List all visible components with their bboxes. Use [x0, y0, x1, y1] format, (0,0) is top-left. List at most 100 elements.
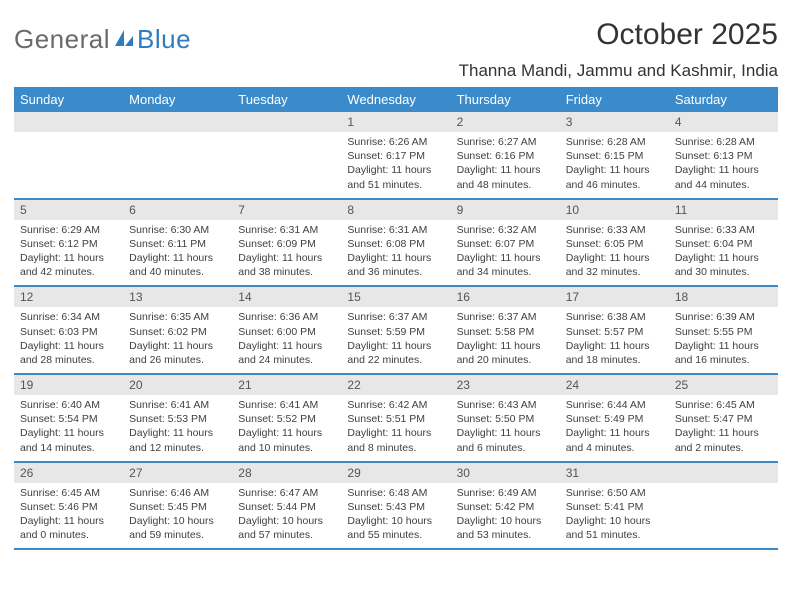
day-details: Sunrise: 6:45 AMSunset: 5:47 PMDaylight:…: [669, 395, 778, 461]
day-details: Sunrise: 6:47 AMSunset: 5:44 PMDaylight:…: [232, 483, 341, 549]
day-number: 23: [451, 375, 560, 395]
calendar-cell: 20Sunrise: 6:41 AMSunset: 5:53 PMDayligh…: [123, 374, 232, 462]
calendar-row: 19Sunrise: 6:40 AMSunset: 5:54 PMDayligh…: [14, 374, 778, 462]
day-details: Sunrise: 6:33 AMSunset: 6:05 PMDaylight:…: [560, 220, 669, 286]
day-details: Sunrise: 6:28 AMSunset: 6:13 PMDaylight:…: [669, 132, 778, 198]
calendar-cell: 4Sunrise: 6:28 AMSunset: 6:13 PMDaylight…: [669, 112, 778, 199]
calendar-cell: 28Sunrise: 6:47 AMSunset: 5:44 PMDayligh…: [232, 462, 341, 550]
day-details: Sunrise: 6:35 AMSunset: 6:02 PMDaylight:…: [123, 307, 232, 373]
day-details: Sunrise: 6:27 AMSunset: 6:16 PMDaylight:…: [451, 132, 560, 198]
day-details: Sunrise: 6:49 AMSunset: 5:42 PMDaylight:…: [451, 483, 560, 549]
dayheader-wednesday: Wednesday: [341, 87, 450, 112]
day-details: Sunrise: 6:41 AMSunset: 5:53 PMDaylight:…: [123, 395, 232, 461]
day-details: Sunrise: 6:41 AMSunset: 5:52 PMDaylight:…: [232, 395, 341, 461]
day-number: 9: [451, 200, 560, 220]
day-details: Sunrise: 6:42 AMSunset: 5:51 PMDaylight:…: [341, 395, 450, 461]
page-title: October 2025: [596, 18, 778, 52]
day-details: Sunrise: 6:37 AMSunset: 5:59 PMDaylight:…: [341, 307, 450, 373]
day-number: 30: [451, 463, 560, 483]
day-number: 24: [560, 375, 669, 395]
calendar-cell: 9Sunrise: 6:32 AMSunset: 6:07 PMDaylight…: [451, 199, 560, 287]
calendar-cell: 6Sunrise: 6:30 AMSunset: 6:11 PMDaylight…: [123, 199, 232, 287]
calendar-cell: 25Sunrise: 6:45 AMSunset: 5:47 PMDayligh…: [669, 374, 778, 462]
day-details: Sunrise: 6:36 AMSunset: 6:00 PMDaylight:…: [232, 307, 341, 373]
day-details: Sunrise: 6:31 AMSunset: 6:09 PMDaylight:…: [232, 220, 341, 286]
day-number: 13: [123, 287, 232, 307]
dayheader-tuesday: Tuesday: [232, 87, 341, 112]
calendar-cell: [669, 462, 778, 550]
location-text: Thanna Mandi, Jammu and Kashmir, India: [14, 61, 778, 81]
day-details: Sunrise: 6:50 AMSunset: 5:41 PMDaylight:…: [560, 483, 669, 549]
logo: General Blue: [14, 18, 191, 55]
day-details: Sunrise: 6:32 AMSunset: 6:07 PMDaylight:…: [451, 220, 560, 286]
calendar-cell: 26Sunrise: 6:45 AMSunset: 5:46 PMDayligh…: [14, 462, 123, 550]
day-number: 7: [232, 200, 341, 220]
day-details: Sunrise: 6:46 AMSunset: 5:45 PMDaylight:…: [123, 483, 232, 549]
day-details: Sunrise: 6:38 AMSunset: 5:57 PMDaylight:…: [560, 307, 669, 373]
day-number: 8: [341, 200, 450, 220]
day-number: 26: [14, 463, 123, 483]
calendar-cell: 3Sunrise: 6:28 AMSunset: 6:15 PMDaylight…: [560, 112, 669, 199]
dayheader-monday: Monday: [123, 87, 232, 112]
day-number: 4: [669, 112, 778, 132]
day-number: [232, 112, 341, 132]
day-details: Sunrise: 6:30 AMSunset: 6:11 PMDaylight:…: [123, 220, 232, 286]
day-details: Sunrise: 6:39 AMSunset: 5:55 PMDaylight:…: [669, 307, 778, 373]
calendar-cell: 29Sunrise: 6:48 AMSunset: 5:43 PMDayligh…: [341, 462, 450, 550]
day-number: 18: [669, 287, 778, 307]
day-number: [123, 112, 232, 132]
day-number: 25: [669, 375, 778, 395]
calendar-cell: 16Sunrise: 6:37 AMSunset: 5:58 PMDayligh…: [451, 286, 560, 374]
calendar-row: 1Sunrise: 6:26 AMSunset: 6:17 PMDaylight…: [14, 112, 778, 199]
calendar-cell: 19Sunrise: 6:40 AMSunset: 5:54 PMDayligh…: [14, 374, 123, 462]
calendar-cell: 11Sunrise: 6:33 AMSunset: 6:04 PMDayligh…: [669, 199, 778, 287]
calendar-table: SundayMondayTuesdayWednesdayThursdayFrid…: [14, 87, 778, 550]
day-number: 20: [123, 375, 232, 395]
calendar-row: 26Sunrise: 6:45 AMSunset: 5:46 PMDayligh…: [14, 462, 778, 550]
dayheader-saturday: Saturday: [669, 87, 778, 112]
calendar-cell: [232, 112, 341, 199]
dayheader-thursday: Thursday: [451, 87, 560, 112]
day-details: Sunrise: 6:43 AMSunset: 5:50 PMDaylight:…: [451, 395, 560, 461]
calendar-cell: 30Sunrise: 6:49 AMSunset: 5:42 PMDayligh…: [451, 462, 560, 550]
calendar-cell: 10Sunrise: 6:33 AMSunset: 6:05 PMDayligh…: [560, 199, 669, 287]
day-number: 1: [341, 112, 450, 132]
calendar-cell: [123, 112, 232, 199]
day-number: 22: [341, 375, 450, 395]
day-details: Sunrise: 6:40 AMSunset: 5:54 PMDaylight:…: [14, 395, 123, 461]
day-details: [123, 132, 232, 190]
day-details: Sunrise: 6:45 AMSunset: 5:46 PMDaylight:…: [14, 483, 123, 549]
day-details: Sunrise: 6:37 AMSunset: 5:58 PMDaylight:…: [451, 307, 560, 373]
day-number: 3: [560, 112, 669, 132]
calendar-cell: 2Sunrise: 6:27 AMSunset: 6:16 PMDaylight…: [451, 112, 560, 199]
logo-text-general: General: [14, 24, 110, 55]
calendar-cell: 17Sunrise: 6:38 AMSunset: 5:57 PMDayligh…: [560, 286, 669, 374]
dayheader-sunday: Sunday: [14, 87, 123, 112]
day-number: 17: [560, 287, 669, 307]
day-number: 31: [560, 463, 669, 483]
day-number: [14, 112, 123, 132]
day-number: 5: [14, 200, 123, 220]
day-number: 28: [232, 463, 341, 483]
calendar-cell: [14, 112, 123, 199]
day-details: [14, 132, 123, 190]
calendar-cell: 7Sunrise: 6:31 AMSunset: 6:09 PMDaylight…: [232, 199, 341, 287]
day-number: 12: [14, 287, 123, 307]
logo-sail-icon: [113, 24, 135, 55]
calendar-cell: 15Sunrise: 6:37 AMSunset: 5:59 PMDayligh…: [341, 286, 450, 374]
day-details: Sunrise: 6:33 AMSunset: 6:04 PMDaylight:…: [669, 220, 778, 286]
day-number: 29: [341, 463, 450, 483]
day-number: 21: [232, 375, 341, 395]
calendar-cell: 12Sunrise: 6:34 AMSunset: 6:03 PMDayligh…: [14, 286, 123, 374]
calendar-row: 5Sunrise: 6:29 AMSunset: 6:12 PMDaylight…: [14, 199, 778, 287]
calendar-row: 12Sunrise: 6:34 AMSunset: 6:03 PMDayligh…: [14, 286, 778, 374]
day-number: 6: [123, 200, 232, 220]
day-details: Sunrise: 6:44 AMSunset: 5:49 PMDaylight:…: [560, 395, 669, 461]
calendar-cell: 22Sunrise: 6:42 AMSunset: 5:51 PMDayligh…: [341, 374, 450, 462]
day-number: 19: [14, 375, 123, 395]
day-number: 14: [232, 287, 341, 307]
day-details: Sunrise: 6:48 AMSunset: 5:43 PMDaylight:…: [341, 483, 450, 549]
day-number: [669, 463, 778, 483]
day-number: 15: [341, 287, 450, 307]
day-details: Sunrise: 6:26 AMSunset: 6:17 PMDaylight:…: [341, 132, 450, 198]
